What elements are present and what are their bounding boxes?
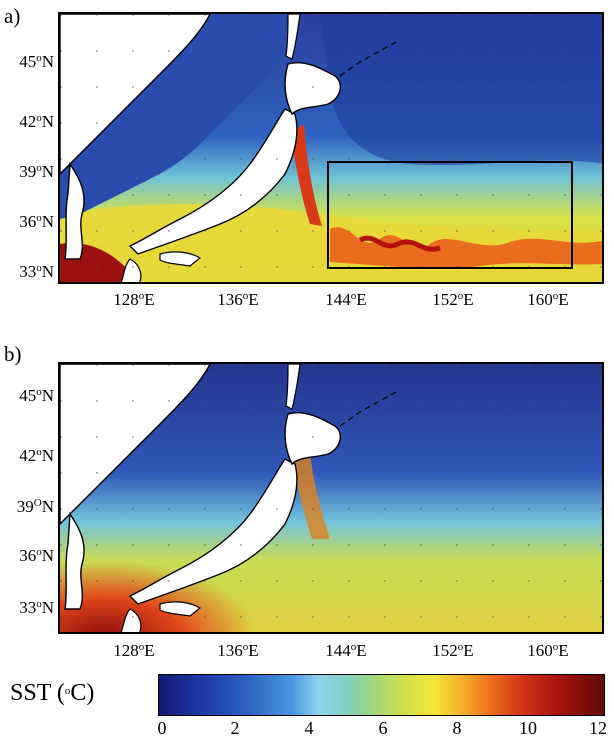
lon-label-136-b: 136oE (217, 641, 259, 660)
colorbar-tick-4: 4 (304, 718, 314, 738)
sst-map-a (60, 14, 602, 282)
lon-label-128-b: 128oE (113, 641, 155, 660)
lon-label-144-a: 144oE (325, 290, 367, 309)
lon-label-152-a: 152oE (432, 290, 474, 309)
lon-label-144-b: 144oE (325, 641, 367, 660)
map-panel-a (58, 12, 604, 284)
lon-label-128-a: 128oE (113, 290, 155, 309)
colorbar-tick-2: 2 (230, 718, 240, 738)
lon-label-152-b: 152oE (432, 641, 474, 660)
colorbar-tick-12: 12 (589, 718, 607, 738)
lat-label-39-a: 39oN (19, 162, 54, 181)
lon-label-160-b: 160oE (527, 641, 569, 660)
lat-label-42-b: 42oN (19, 446, 54, 465)
lat-label-36-a: 36oN (19, 212, 54, 231)
colorbar-tick-8: 8 (452, 718, 462, 738)
map-panel-b (58, 362, 604, 634)
sst-colorbar (158, 674, 605, 716)
panel-b-label: b) (4, 342, 22, 366)
lat-label-45-b: 45oN (19, 386, 54, 405)
lon-label-136-a: 136oE (217, 290, 259, 309)
sst-map-b (60, 364, 602, 632)
colorbar-tick-6: 6 (378, 718, 388, 738)
lat-label-33-a: 33oN (19, 262, 54, 281)
lat-label-42-a: 42oN (19, 112, 54, 131)
lat-label-36-b: 36oN (19, 546, 54, 565)
panel-a-label: a) (4, 4, 21, 28)
lon-label-160-a: 160oE (527, 290, 569, 309)
study-region-box (327, 161, 573, 269)
lat-label-45-a: 45oN (19, 52, 54, 71)
lat-label-39-b: 39ON (16, 497, 54, 516)
lat-label-33-b: 33oN (19, 598, 54, 617)
colorbar-tick-0: 0 (157, 718, 167, 738)
colorbar-title: SST (oC) (10, 680, 95, 706)
colorbar-tick-10: 10 (519, 718, 537, 738)
